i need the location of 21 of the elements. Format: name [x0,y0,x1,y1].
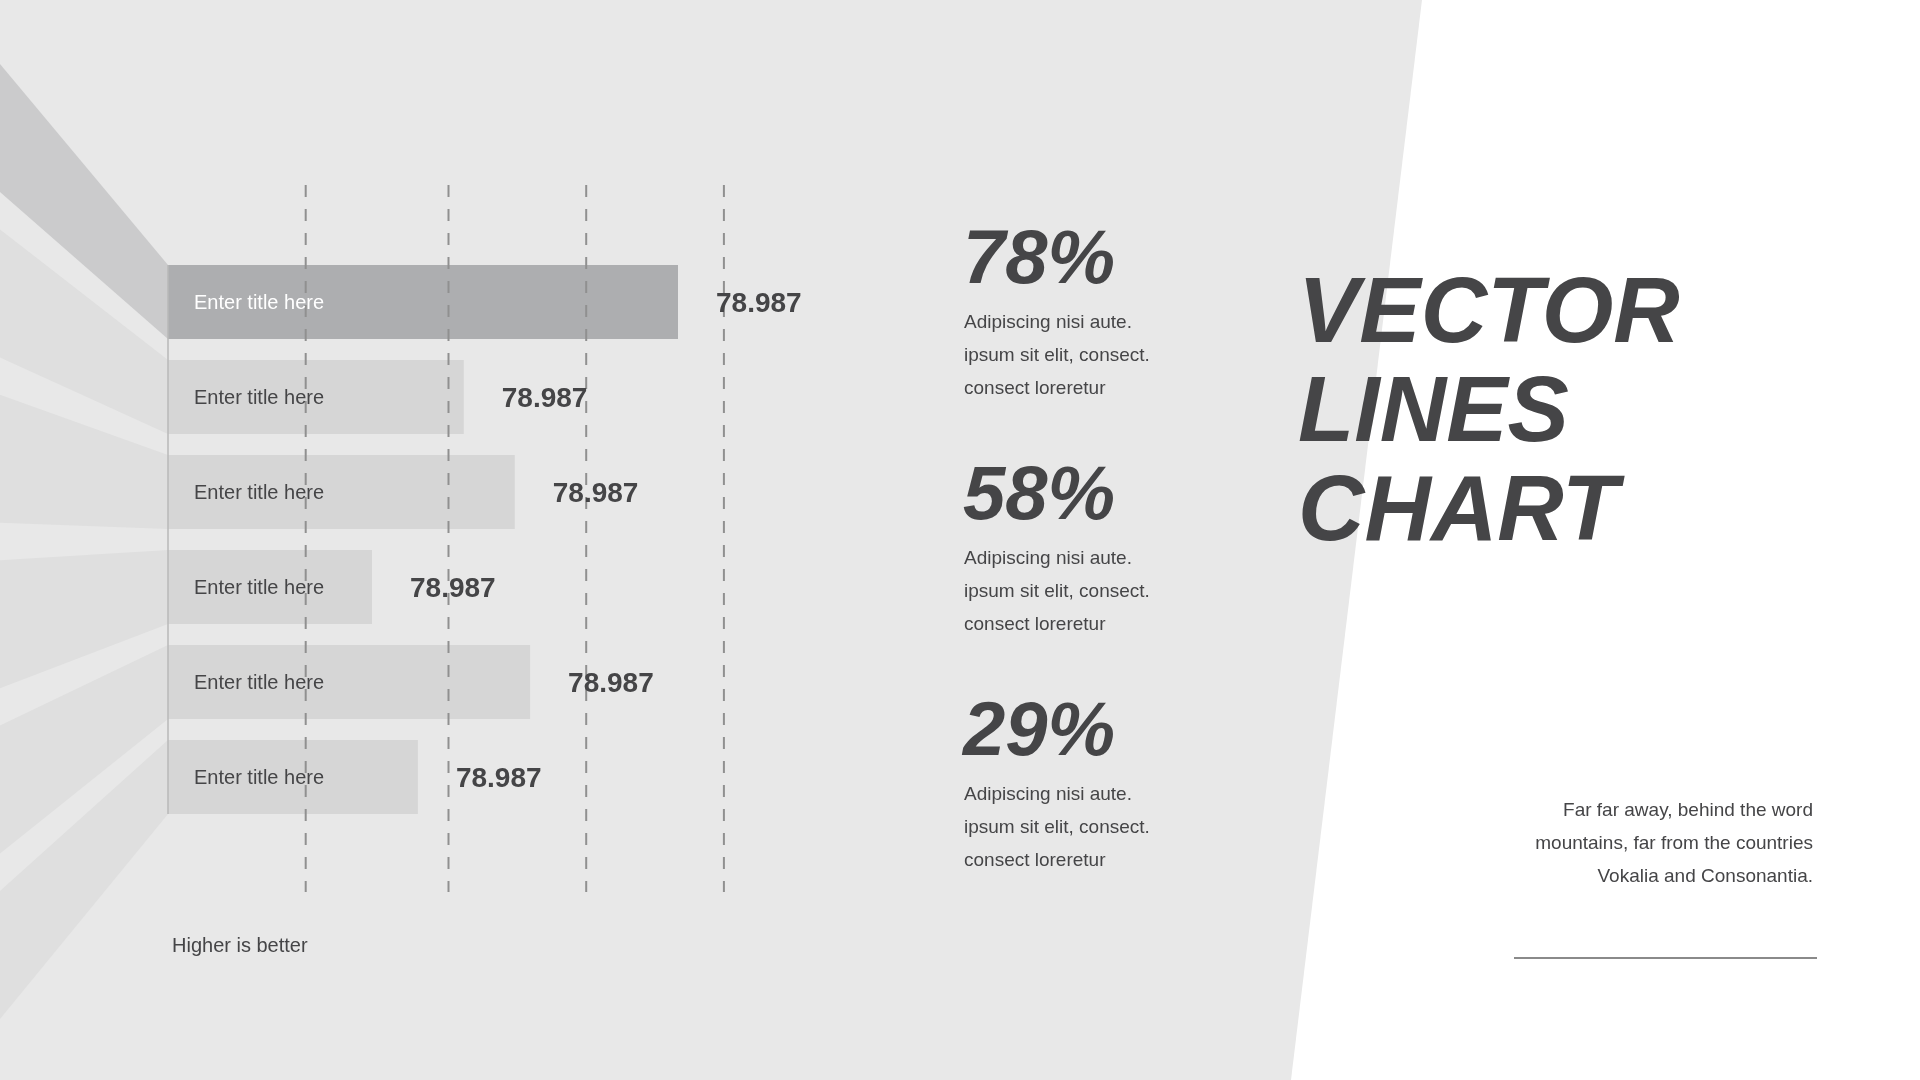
y-tick-label: Enter title here [194,671,325,693]
text: Adipiscing nisi aute. ipsum sit elit, consect. consect loreretur [964,547,1150,634]
text: 78.987 [716,286,802,318]
y-tick-label: Enter title here [194,386,325,408]
annotation: 78.987 [455,761,542,793]
text: Adipiscing nisi aute. ipsum sit elit, consect. consect loreretur [964,783,1150,870]
text: Adipiscing nisi aute. ipsum sit elit, consect. consect loreretur [964,311,1150,398]
y-tick-label: Enter title here [194,576,325,598]
annotation: 78.987 [552,476,639,508]
text: 78% [963,214,1116,299]
text: Higher is better [172,934,308,956]
annotation: 78.987 [501,381,588,413]
text: Far far away, behind the word mountains, far from the countries Vokalia and Consonantia. [1535,799,1813,886]
annotation: 78.987 [568,666,654,698]
y-tick-label: Enter title here [194,291,325,313]
y-tick-label: Enter title here [194,481,325,503]
text: VECTOR LINES CHART [1298,259,1680,559]
text: 58% [963,450,1116,535]
annotation: 78.987 [410,571,496,603]
text: 29% [961,686,1116,771]
y-tick-label: Enter title here [194,766,325,788]
